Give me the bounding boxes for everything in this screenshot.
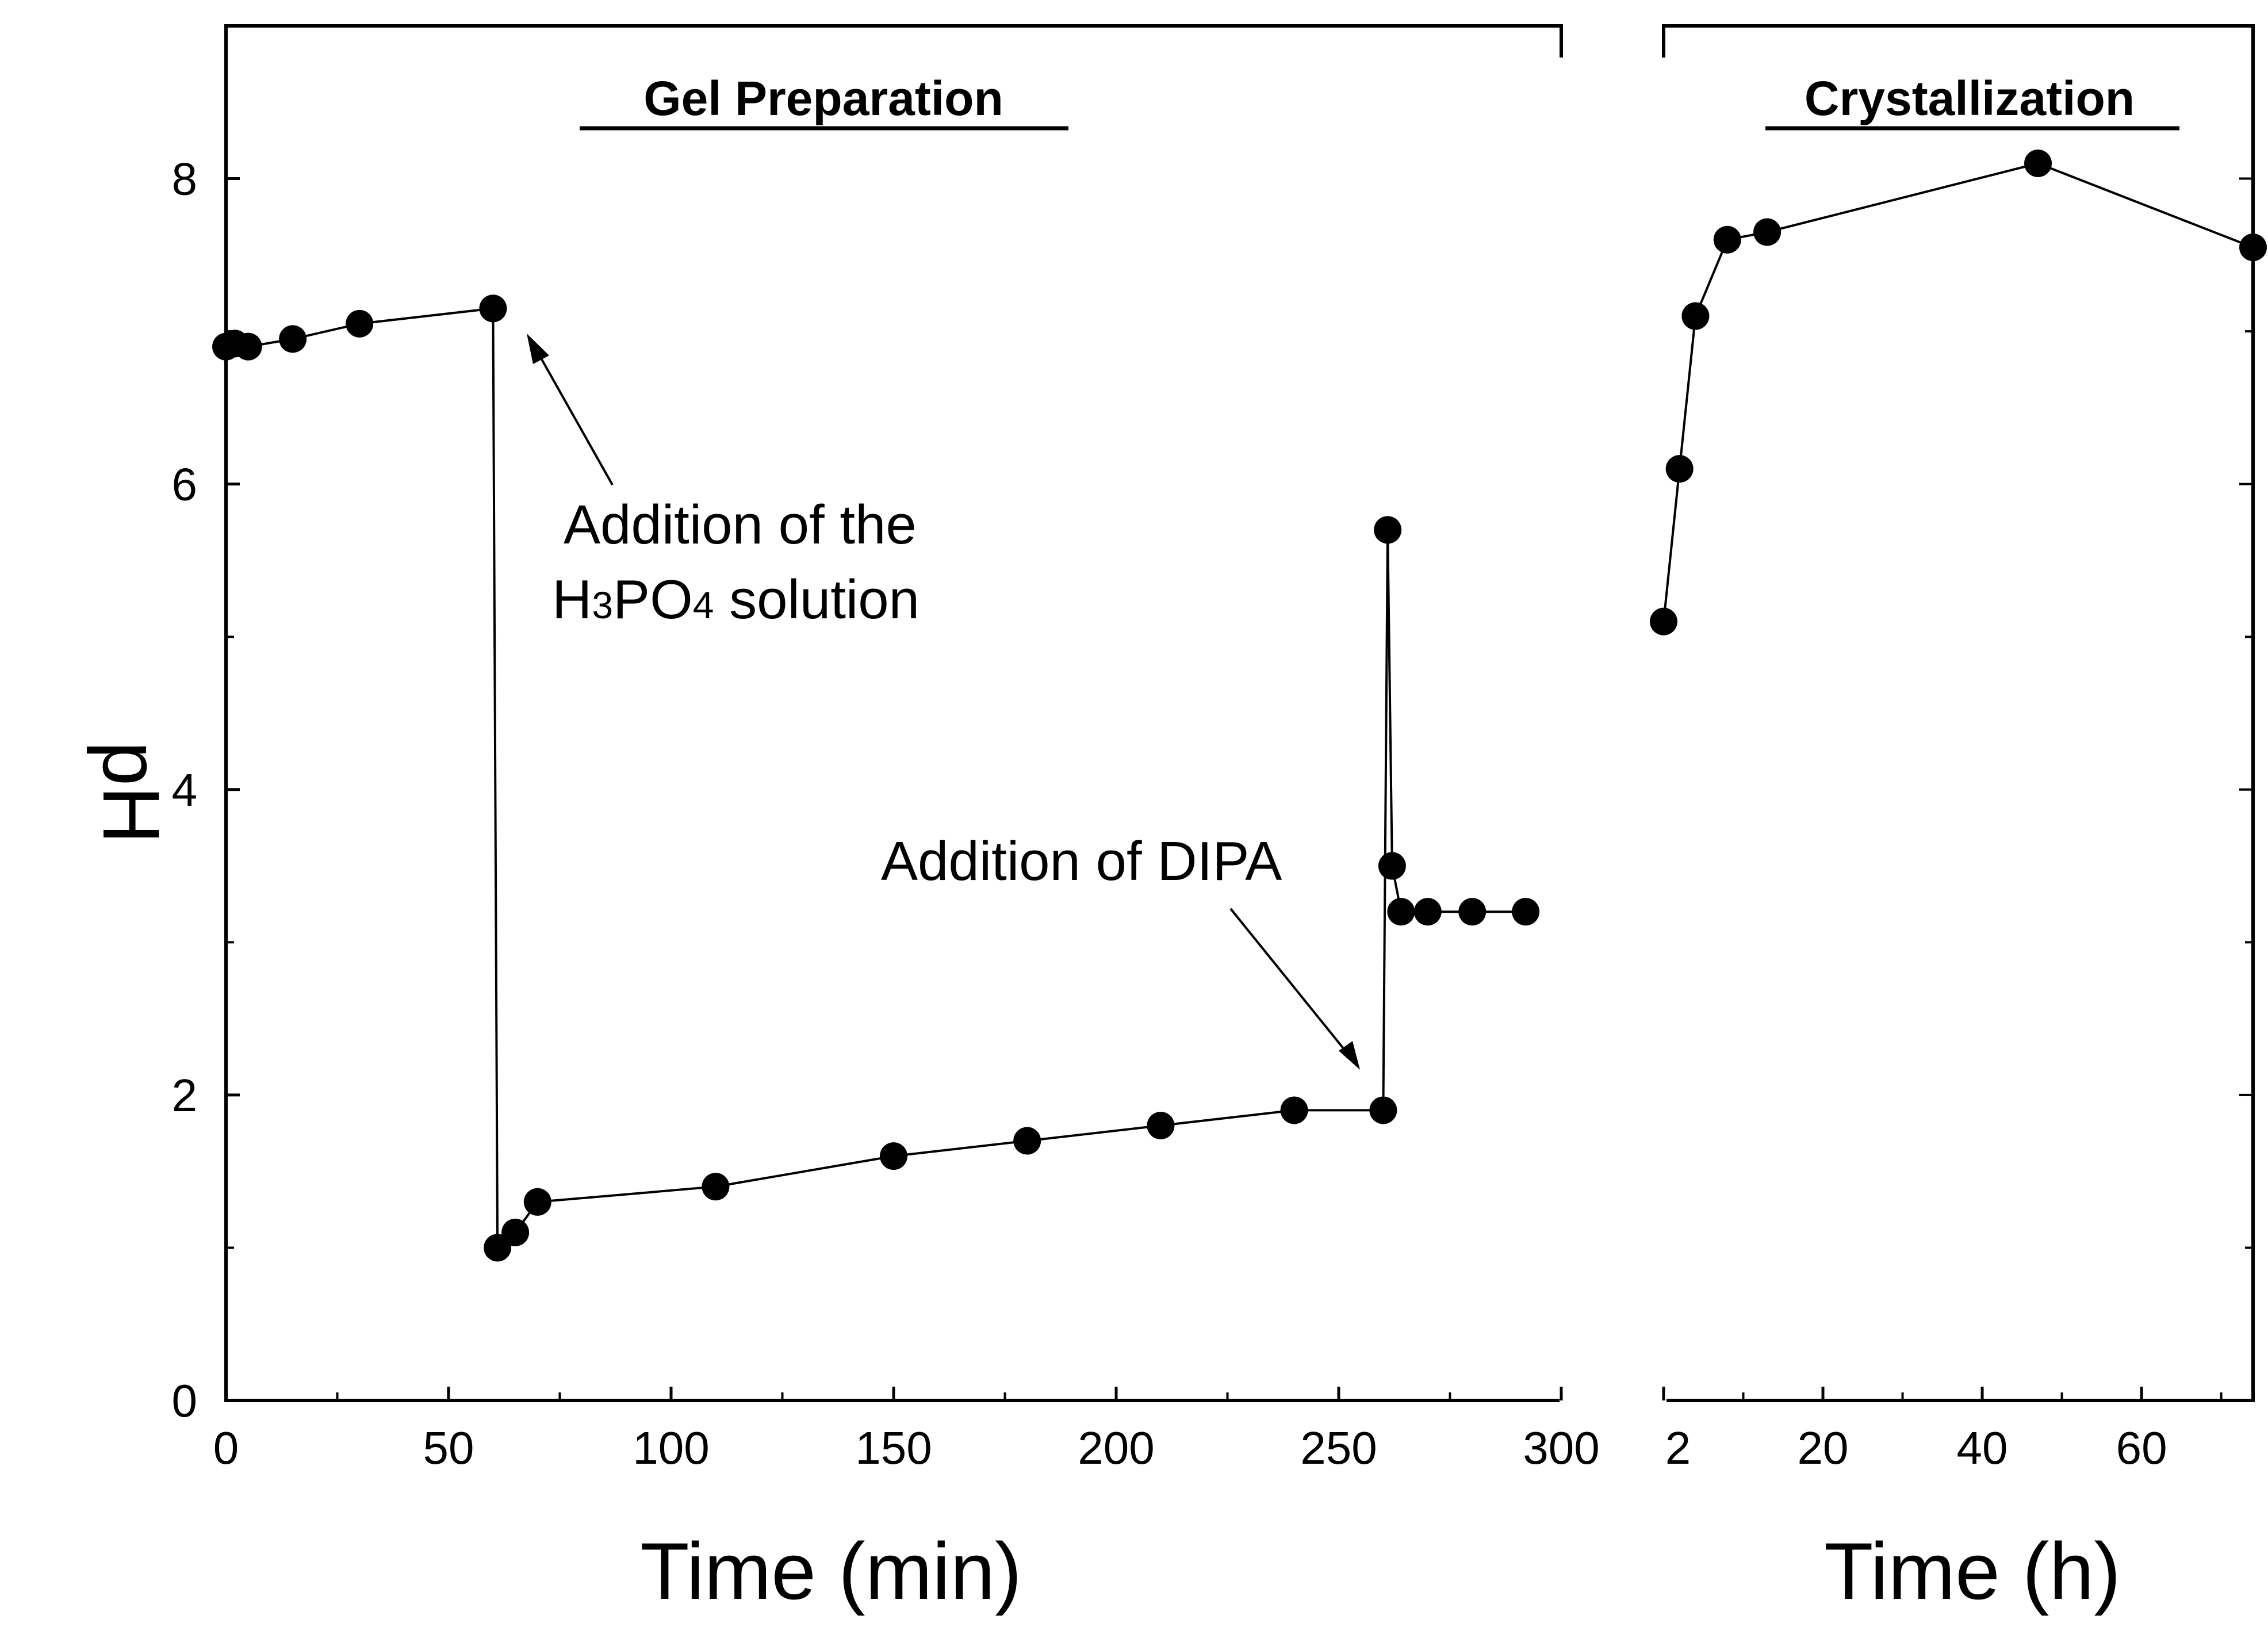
gel-x-tick-label-2: 100 [633, 1422, 709, 1474]
annotation-dipa-arrow [1229, 908, 1353, 1059]
gel-y-tick-label-4: 8 [172, 154, 198, 205]
crystallization-data-point-3 [1713, 225, 1741, 254]
gel-data-point-16 [1378, 852, 1406, 880]
gel-data-point-5 [479, 294, 507, 323]
annotation-h3po4-arrow [532, 345, 614, 485]
gel-series-path [225, 307, 1526, 1250]
gel-x-tick-label-3: 150 [855, 1422, 932, 1474]
gel-y-tick-label-3: 6 [172, 459, 198, 510]
gel-data-point-11 [1013, 1127, 1041, 1155]
gel-data-point-4 [346, 309, 374, 338]
annotation-dipa-arrowhead [1339, 1041, 1360, 1070]
crystallization-data-point-1 [1665, 455, 1694, 483]
gel-data-point-15 [1374, 516, 1402, 544]
crystallization-section-title: Crystallization [1805, 71, 2135, 125]
gel-frame-gap [1560, 58, 1565, 1403]
gel-x-tick-label-1: 50 [423, 1422, 474, 1474]
gel-x-tick-label-4: 200 [1078, 1422, 1154, 1474]
gel-data-point-13 [1280, 1096, 1308, 1124]
gel-x-axis-title: Time (min) [640, 1526, 1022, 1616]
gel-data-point-3 [279, 325, 307, 353]
crystallization-x-tick-label-0: 2 [1665, 1422, 1691, 1474]
gel-data-point-17 [1387, 898, 1415, 926]
gel-y-tick-label-0: 0 [172, 1375, 198, 1426]
gel-plot-frame [224, 24, 1563, 1402]
annotation-h3po4-line1: Addition of the [564, 494, 917, 556]
gel-series-line [225, 307, 1526, 1250]
crystallization-x-axis-title: Time (h) [1824, 1526, 2121, 1616]
crystallization-series-path [1662, 162, 2254, 622]
crystallization-data-point-2 [1681, 302, 1710, 330]
gel-data-point-9 [702, 1173, 730, 1201]
crystallization-data-point-4 [1753, 218, 1782, 246]
crystallization-axis-ticks: 2 20 40 60 [1662, 177, 2253, 1474]
gel-series-points [212, 294, 1540, 1262]
crystallization-data-point-5 [2024, 150, 2052, 177]
crystallization-x-tick-label-3: 60 [2116, 1422, 2167, 1474]
crystallization-data-point-0 [1650, 607, 1677, 636]
annotation-h3po4-line2: H3PO4 solution [552, 569, 920, 630]
gel-section-title: Gel Preparation [643, 71, 1003, 125]
y-axis-title: pH [86, 741, 177, 844]
crystallization-series-line [1662, 162, 2254, 622]
gel-data-point-19 [1458, 898, 1487, 926]
crystallization-x-tick-label-1: 20 [1798, 1422, 1849, 1474]
annotation-h3po4-arrowhead [527, 334, 549, 364]
gel-data-point-8 [523, 1188, 551, 1216]
annotation-dipa-text: Addition of DIPA [881, 831, 1282, 892]
gel-axis-ticks: 0 50 100 150 200 250 300 0 2 4 6 8 [172, 154, 1600, 1474]
gel-data-point-2 [234, 332, 262, 361]
gel-data-point-20 [1512, 898, 1540, 926]
gel-data-point-14 [1369, 1096, 1397, 1124]
gel-data-point-18 [1413, 898, 1442, 926]
crystallization-series-points [1650, 150, 2267, 636]
gel-y-tick-label-2: 4 [172, 764, 198, 816]
gel-data-point-7 [501, 1218, 530, 1246]
crystallization-plot-frame [1662, 24, 2255, 1402]
crystallization-frame-gap [1661, 58, 1666, 1403]
gel-y-tick-label-1: 2 [172, 1070, 198, 1121]
gel-data-point-12 [1147, 1112, 1175, 1139]
annotation-h3po4: Addition of the H3PO4 solution [527, 334, 920, 630]
gel-x-tick-label-0: 0 [213, 1422, 239, 1474]
gel-data-point-10 [880, 1142, 907, 1170]
crystallization-x-tick-label-2: 40 [1957, 1422, 2008, 1474]
crystallization-data-point-6 [2239, 234, 2267, 262]
gel-x-tick-label-5: 250 [1300, 1422, 1377, 1474]
annotation-dipa: Addition of DIPA [881, 831, 1360, 1070]
gel-x-tick-label-6: 300 [1523, 1422, 1599, 1474]
crystallization-panel: 2 20 40 60 Crystallization Time (h) [1650, 24, 2267, 1616]
